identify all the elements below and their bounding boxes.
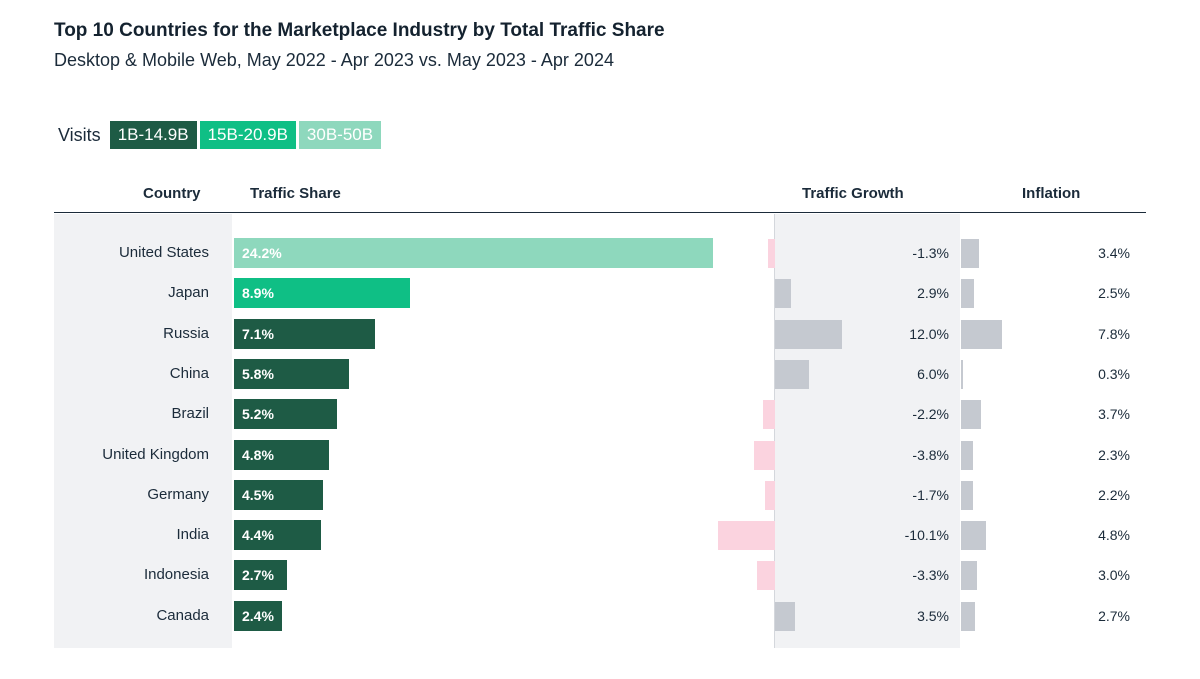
growth-value-indonesia: -3.3% [912,567,949,584]
chart-title: Top 10 Countries for the Marketplace Ind… [54,20,665,41]
growth-value-united-states: -1.3% [912,245,949,261]
country-label-united-kingdom: United Kingdom [102,445,209,463]
column-header-share: Traffic Share [250,185,341,202]
share-label-canada: 2.4% [242,607,274,624]
country-label-canada: Canada [156,606,209,624]
growth-value-united-kingdom: -3.8% [912,446,949,463]
share-bar-united-kingdom [234,439,330,470]
inflation-bar-india [961,521,987,551]
share-bar-canada [234,600,282,631]
growth-bar-brazil [762,400,775,430]
growth-value-germany: -1.7% [912,486,949,503]
inflation-bar-brazil [961,400,981,430]
growth-value-canada: 3.5% [917,607,949,624]
growth-bar-china [775,359,809,389]
share-label-russia: 7.1% [242,325,274,342]
inflation-value-russia: 7.8% [1098,325,1130,342]
inflation-value-china: 0.3% [1098,365,1130,382]
share-bar-united-states [234,238,714,268]
inflation-bar-russia [961,319,1003,349]
inflation-value-japan: 2.5% [1098,285,1130,302]
share-bar-china [234,358,349,389]
country-label-germany: Germany [147,485,209,503]
growth-bar-indonesia [756,561,775,591]
growth-panel-divider [774,214,775,648]
country-label-china: China [169,364,209,382]
growth-bar-india [718,521,775,551]
share-label-brazil: 5.2% [242,406,274,423]
share-label-india: 4.4% [242,527,274,544]
inflation-bar-united-states [961,239,980,268]
inflation-bar-united-kingdom [961,440,974,470]
inflation-value-germany: 2.2% [1098,486,1130,503]
share-label-united-states: 24.2% [242,245,282,261]
share-label-japan: 8.9% [242,285,274,302]
inflation-value-united-kingdom: 2.3% [1098,446,1130,463]
legend: Visits 1B-14.9B 15B-20.9B 30B-50B [58,121,384,149]
inflation-bar-germany [961,480,973,510]
country-label-russia: Russia [163,324,209,342]
header-rule [54,212,1146,213]
growth-value-india: -10.1% [904,527,949,544]
share-label-china: 5.8% [242,365,274,382]
share-bar-japan [234,278,411,309]
share-label-germany: 4.5% [242,486,274,503]
country-label-india: India [176,526,209,544]
country-label-japan: Japan [168,284,209,302]
inflation-bar-indonesia [961,561,977,591]
inflation-value-canada: 2.7% [1098,607,1130,624]
inflation-value-united-states: 3.4% [1098,245,1130,261]
share-bar-russia [234,318,375,349]
growth-bar-united-kingdom [753,440,775,470]
share-panel [54,214,232,648]
legend-swatch-mid: 15B-20.9B [199,121,296,149]
growth-bar-japan [775,279,792,309]
country-label-indonesia: Indonesia [143,566,209,584]
share-label-united-kingdom: 4.8% [242,446,274,463]
column-header-growth: Traffic Growth [802,185,904,202]
legend-label: Visits [58,124,101,145]
share-bar-india [234,520,322,551]
inflation-value-india: 4.8% [1098,527,1130,544]
growth-bar-canada [775,601,795,631]
country-label-united-states: United States [118,244,209,261]
growth-bar-united-states [767,239,775,268]
column-header-country: Country [143,185,201,202]
chart-subtitle: Desktop & Mobile Web, May 2022 - Apr 202… [54,50,614,70]
inflation-bar-china [961,359,963,389]
growth-value-brazil: -2.2% [912,406,949,423]
growth-panel [775,214,960,648]
inflation-value-brazil: 3.7% [1098,406,1130,423]
growth-value-japan: 2.9% [917,285,949,302]
growth-value-china: 6.0% [917,365,949,382]
legend-swatch-low: 1B-14.9B [109,121,197,149]
column-header-inflation: Inflation [1022,185,1081,202]
inflation-bar-japan [961,279,975,309]
growth-bar-russia [775,319,843,349]
share-bar-brazil [234,399,337,430]
share-label-indonesia: 2.7% [242,567,274,584]
share-bar-germany [234,479,324,510]
country-label-brazil: Brazil [171,405,209,423]
inflation-value-indonesia: 3.0% [1098,567,1130,584]
growth-bar-germany [765,480,775,510]
legend-swatch-high: 30B-50B [298,121,382,149]
growth-value-russia: 12.0% [909,325,949,342]
inflation-bar-canada [961,601,976,631]
share-bar-indonesia [234,560,288,591]
